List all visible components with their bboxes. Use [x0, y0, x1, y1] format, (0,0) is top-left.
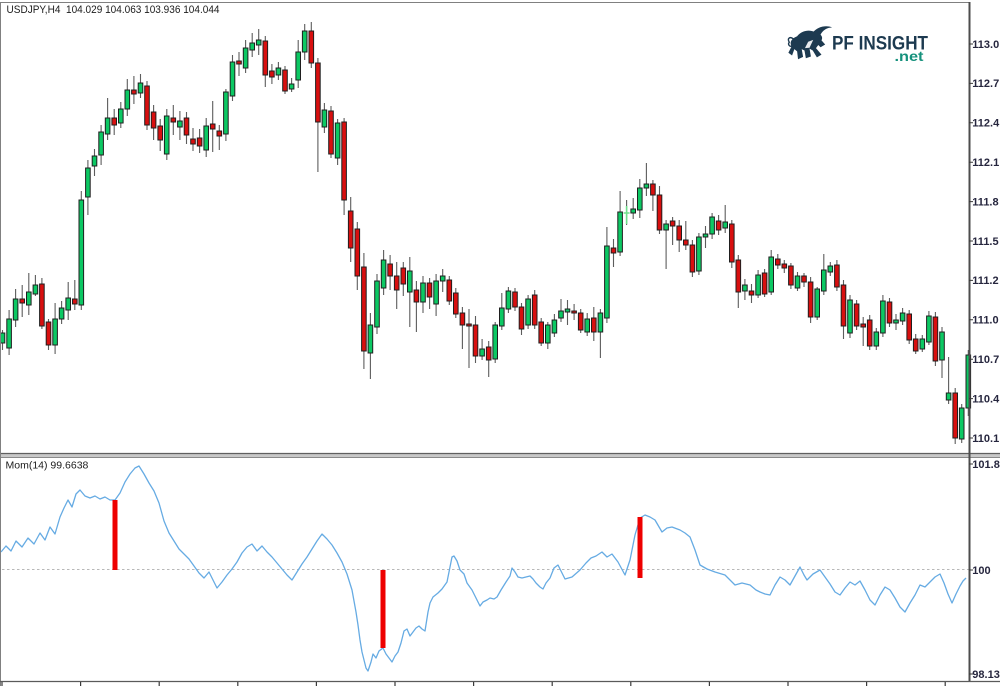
svg-text:110.7: 110.7	[972, 354, 999, 366]
svg-text:110.1: 110.1	[972, 433, 999, 445]
svg-text:100: 100	[972, 565, 990, 577]
svg-text:101.86: 101.86	[972, 459, 1000, 471]
svg-text:111.5: 111.5	[972, 236, 998, 248]
svg-text:PF INSIGHT: PF INSIGHT	[832, 33, 928, 55]
svg-text:112.4: 112.4	[972, 118, 1000, 130]
svg-text:.net: .net	[895, 49, 925, 64]
svg-text:98.139: 98.139	[972, 669, 1000, 681]
svg-text:USDJPY,H4 104.029 104.063 103: USDJPY,H4 104.029 104.063 103.936 104.04…	[7, 4, 220, 16]
svg-text:112.1: 112.1	[972, 157, 999, 169]
svg-text:111.8: 111.8	[972, 196, 998, 208]
svg-text:111.0: 111.0	[972, 315, 998, 327]
svg-text:112.7: 112.7	[972, 78, 999, 90]
svg-text:110.4: 110.4	[972, 393, 1000, 405]
svg-text:Mom(14) 99.6638: Mom(14) 99.6638	[6, 460, 89, 472]
svg-text:113.0: 113.0	[972, 39, 999, 51]
svg-text:111.2: 111.2	[972, 275, 998, 287]
